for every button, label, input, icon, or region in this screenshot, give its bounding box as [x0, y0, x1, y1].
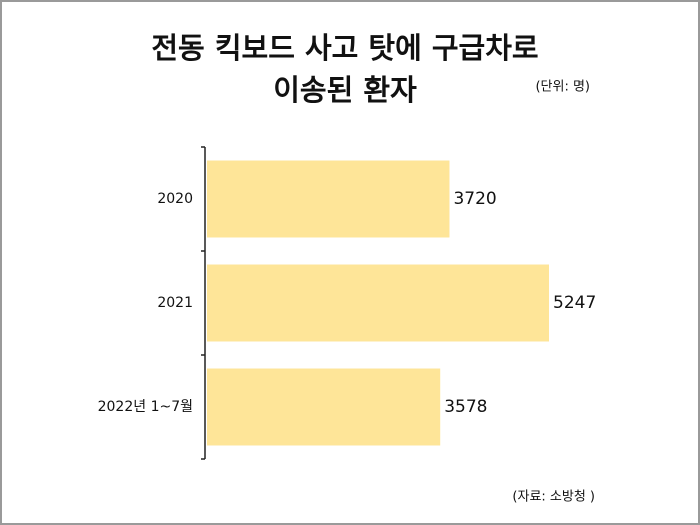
y-tick-label: 2020: [157, 191, 193, 207]
y-tick-label: 2021: [157, 295, 193, 311]
value-label: 5247: [553, 293, 596, 313]
chart-title: 이송된 환자: [273, 73, 417, 107]
bar: [207, 160, 450, 238]
bar: [207, 368, 441, 446]
bar: [207, 264, 549, 342]
source-note: (자료: 소방청 ): [512, 490, 595, 505]
value-label: 3578: [444, 397, 487, 417]
unit-note: (단위: 명): [535, 80, 590, 95]
value-label: 3720: [453, 189, 496, 209]
chart-title: 전동 킥보드 사고 탓에 구급차로: [151, 31, 538, 65]
y-tick-label: 2022년 1~7월: [98, 399, 193, 415]
